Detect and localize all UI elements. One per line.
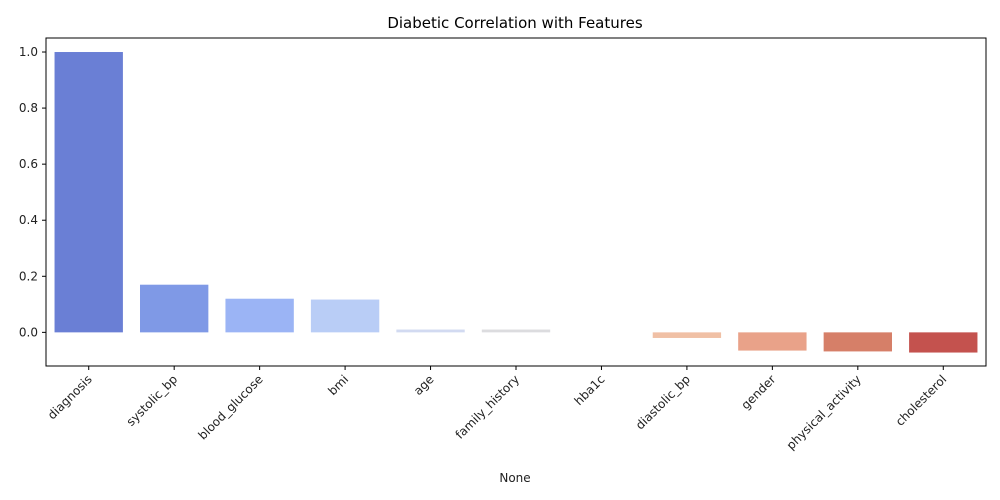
y-tick-label: 1.0 [19, 45, 38, 59]
x-tick-label-bmi: bmi [325, 372, 351, 398]
y-axis: 0.0 0.2 0.4 0.6 0.8 1.0 [19, 45, 46, 339]
chart-title: Diabetic Correlation with Features [387, 14, 642, 32]
bar-age [396, 329, 465, 333]
bar-diastolic-bp [652, 332, 722, 338]
x-axis-label: None [499, 471, 530, 485]
x-tick-label-diagnosis: diagnosis [45, 372, 95, 422]
bar-physical-activity [823, 332, 892, 352]
bars-group [54, 52, 978, 353]
x-axis: diagnosis systolic_bp blood_glucose bmi age f… [45, 366, 950, 452]
bar-blood-glucose [225, 298, 294, 333]
x-tick-label-family-history: family_history [453, 372, 523, 442]
bar-bmi [310, 299, 380, 333]
y-tick-label: 0.2 [19, 269, 38, 283]
y-tick-label: 0.6 [19, 157, 38, 171]
bar-gender [738, 332, 807, 351]
y-tick-label: 0.8 [19, 101, 38, 115]
x-tick-label-gender: gender [739, 372, 779, 412]
bar-family-history [481, 329, 551, 333]
x-tick-label-physical-activity: physical_activity [784, 372, 864, 452]
y-tick-label: 0.0 [19, 325, 38, 339]
x-tick-label-blood-glucose: blood_glucose [195, 372, 265, 442]
bar-systolic-bp [140, 284, 209, 333]
bar-cholesterol [909, 332, 978, 353]
x-tick-label-age: age [411, 372, 437, 398]
y-tick-label: 0.4 [19, 213, 38, 227]
x-tick-label-cholesterol: cholesterol [893, 372, 950, 429]
x-tick-label-systolic-bp: systolic_bp [124, 372, 181, 429]
x-tick-label-diastolic-bp: diastolic_bp [633, 372, 693, 432]
x-tick-label-hba1c: hba1c [572, 372, 608, 408]
bar-diagnosis [54, 52, 123, 333]
